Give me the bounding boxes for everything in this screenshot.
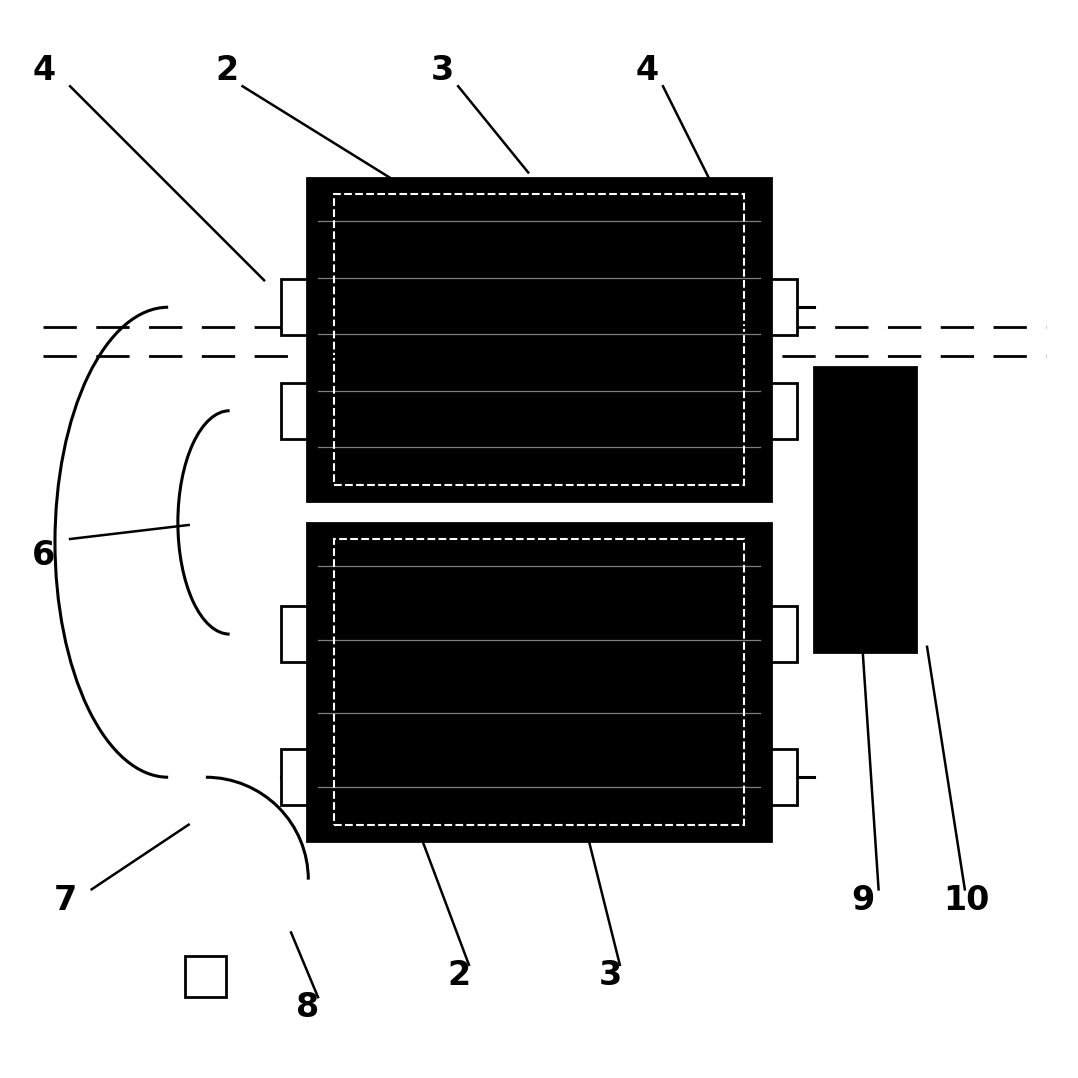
Text: 4: 4	[32, 54, 55, 86]
Bar	[307, 178, 771, 501]
Text: 8: 8	[296, 992, 320, 1024]
Bar	[307, 523, 771, 841]
Bar	[814, 367, 916, 652]
Bar	[281, 749, 307, 805]
Text: 7: 7	[54, 884, 78, 916]
Bar	[771, 606, 797, 662]
Text: 3: 3	[598, 959, 622, 992]
Bar	[281, 606, 307, 662]
Text: 6: 6	[32, 539, 56, 571]
Bar	[771, 279, 797, 335]
Text: 2: 2	[216, 54, 238, 86]
Text: 9: 9	[852, 884, 875, 916]
Bar	[771, 383, 797, 439]
Bar	[281, 383, 307, 439]
Text: 2: 2	[447, 959, 470, 992]
Text: 10: 10	[943, 884, 990, 916]
Bar	[771, 749, 797, 805]
Bar	[185, 956, 226, 997]
Bar	[334, 194, 744, 485]
Text: 4: 4	[636, 54, 659, 86]
Bar	[334, 539, 744, 825]
Text: 3: 3	[431, 54, 455, 86]
Bar	[281, 279, 307, 335]
